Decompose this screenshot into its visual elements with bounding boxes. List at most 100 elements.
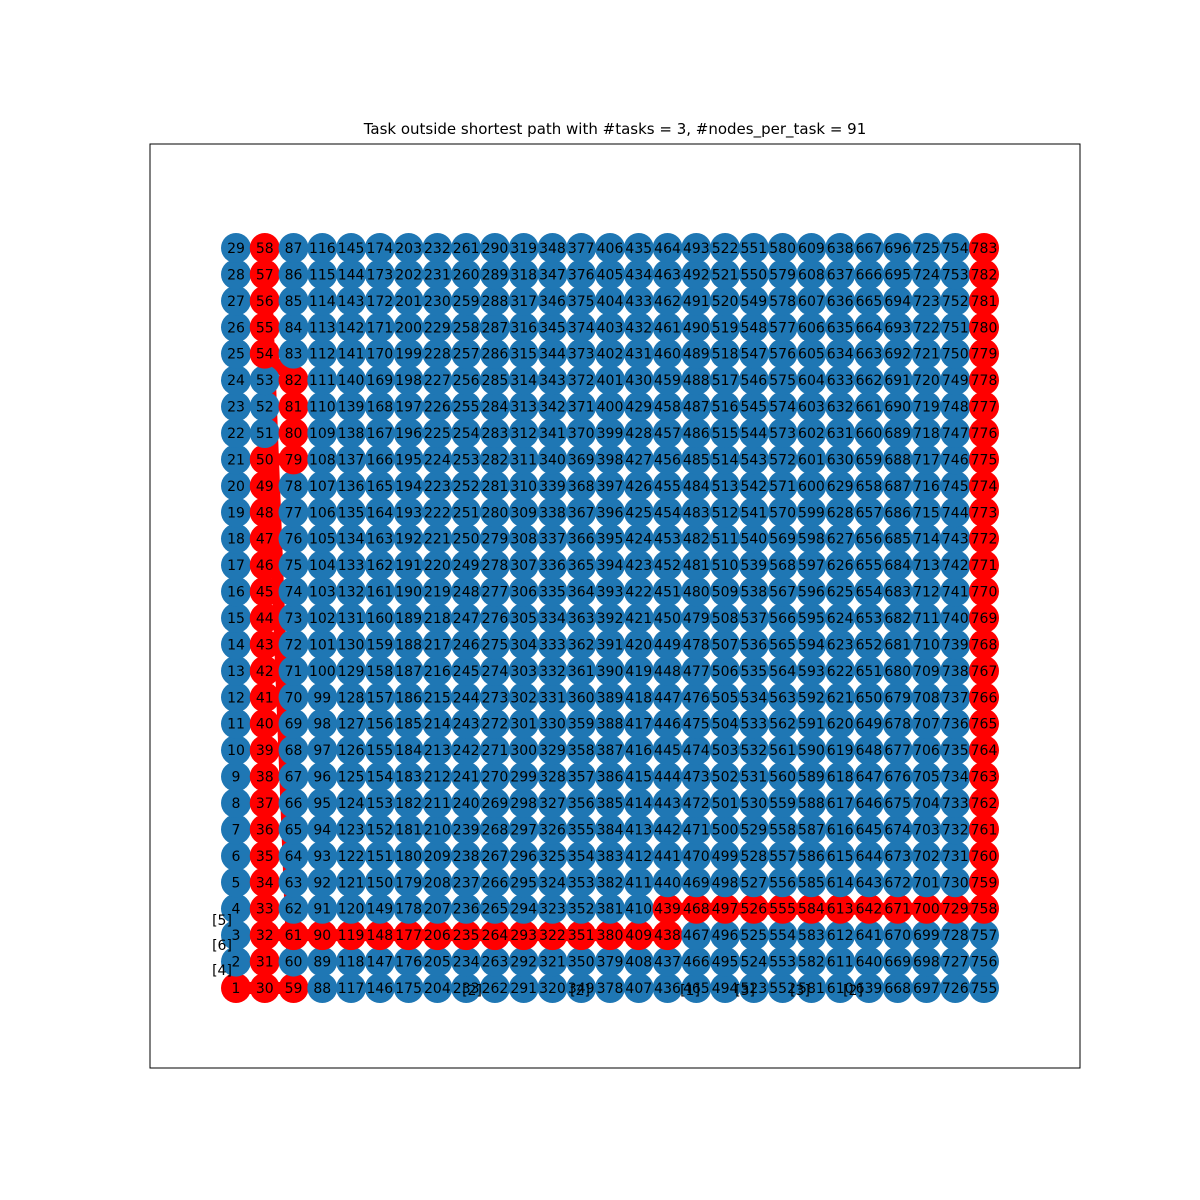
path-node: [911, 893, 942, 924]
node-label: 676: [884, 770, 911, 786]
path-node: [249, 946, 280, 977]
graph-node: [393, 470, 424, 501]
graph-node: [393, 576, 424, 607]
node-label: 397: [597, 479, 624, 495]
graph-node: [278, 312, 309, 343]
node-label: 751: [942, 320, 969, 336]
graph-node: [422, 629, 453, 660]
node-label: 375: [568, 294, 595, 310]
graph-node: [508, 497, 539, 528]
node-label: 684: [884, 558, 911, 574]
graph-node: [595, 338, 626, 369]
node-label: 284: [482, 400, 509, 416]
path-node: [393, 920, 424, 951]
node-label: 242: [453, 743, 480, 759]
graph-node: [479, 391, 510, 422]
node-label: 760: [971, 849, 998, 865]
graph-node: [221, 391, 251, 422]
node-label: 641: [856, 928, 883, 944]
graph-node: [278, 285, 309, 316]
graph-node: [796, 920, 827, 951]
node-label: 22: [227, 426, 245, 442]
graph-node: [537, 867, 568, 898]
node-label: 414: [625, 796, 652, 812]
node-label: 473: [683, 770, 710, 786]
node-label: 646: [856, 796, 883, 812]
path-node: [249, 285, 280, 316]
node-label: 666: [856, 267, 883, 283]
graph-node: [479, 708, 510, 739]
node-label: 205: [424, 955, 451, 971]
path-node: [940, 893, 971, 924]
path-node: [249, 682, 280, 713]
node-label: 418: [625, 690, 652, 706]
node-label: 457: [654, 426, 681, 442]
node-label: 697: [913, 981, 940, 997]
graph-node: [508, 682, 539, 713]
graph-node: [307, 973, 338, 1003]
graph-node: [940, 523, 971, 554]
node-label: 45: [256, 585, 274, 601]
graph-node: [853, 946, 884, 977]
node-label: 73: [285, 611, 303, 627]
graph-node: [940, 576, 971, 607]
node-label: 315: [510, 347, 537, 363]
node-label: 508: [712, 611, 739, 627]
graph-node: [710, 259, 741, 290]
graph-node: [882, 338, 913, 369]
node-label: 249: [453, 558, 480, 574]
node-label: 527: [740, 875, 767, 891]
node-label: 442: [654, 822, 681, 838]
node-label: 119: [338, 928, 365, 944]
graph-node: [566, 708, 597, 739]
graph-node: [623, 682, 654, 713]
path-node: [278, 391, 309, 422]
node-label: 301: [510, 717, 537, 733]
graph-node: [508, 708, 539, 739]
path-node: [422, 920, 453, 951]
graph-node: [508, 259, 539, 290]
node-label: 300: [510, 743, 537, 759]
graph-node: [479, 814, 510, 845]
node-label: 537: [740, 611, 767, 627]
path-node: [508, 920, 539, 951]
node-label: 715: [913, 505, 940, 521]
graph-node: [911, 365, 942, 396]
graph-node: [825, 470, 856, 501]
node-label: 712: [913, 585, 940, 601]
node-label: 567: [769, 585, 796, 601]
node-label: 480: [683, 585, 710, 601]
node-label: 593: [798, 664, 825, 680]
graph-node: [537, 338, 568, 369]
graph-node: [336, 761, 367, 792]
node-label: 413: [625, 822, 652, 838]
graph-node: [853, 920, 884, 951]
graph-node: [451, 444, 482, 475]
node-label: 530: [740, 796, 767, 812]
node-label: 3: [232, 928, 241, 944]
graph-node: [307, 787, 338, 818]
graph-node: [364, 867, 395, 898]
graph-node: [249, 365, 280, 396]
path-node: [249, 259, 280, 290]
graph-node: [911, 787, 942, 818]
graph-node: [249, 417, 280, 448]
node-label: 672: [884, 875, 911, 891]
node-label: 292: [510, 955, 537, 971]
node-label: 269: [482, 796, 509, 812]
node-label: 492: [683, 267, 710, 283]
graph-node: [566, 840, 597, 871]
graph-node: [307, 365, 338, 396]
graph-node: [681, 338, 712, 369]
node-label: 37: [256, 796, 274, 812]
graph-node: [537, 629, 568, 660]
task-marker-label: [1]: [680, 983, 700, 999]
graph-node: [508, 602, 539, 633]
node-label: 645: [856, 822, 883, 838]
node-label: 771: [971, 558, 998, 574]
graph-node: [853, 417, 884, 448]
node-label: 30: [256, 981, 274, 997]
graph-node: [681, 629, 712, 660]
node-label: 176: [395, 955, 422, 971]
graph-node: [307, 946, 338, 977]
